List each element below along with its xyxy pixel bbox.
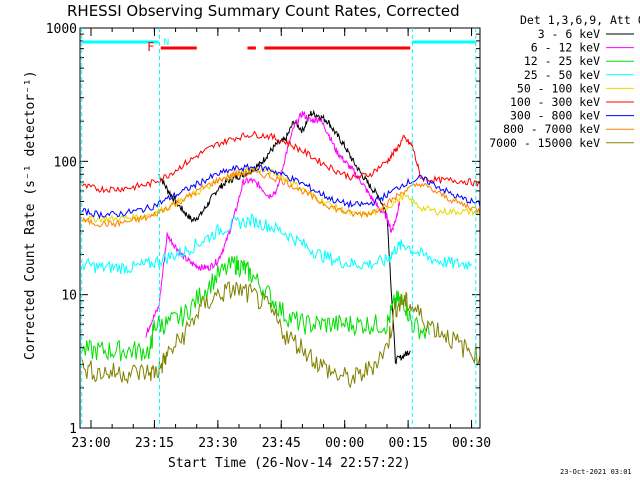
series-line-4 [82, 212, 472, 274]
legend-label: 100 - 300 keV [510, 95, 600, 109]
legend-label: 6 - 12 keV [531, 41, 600, 55]
legend-label: 12 - 25 keV [524, 54, 600, 68]
x-tick-label: 23:30 [198, 436, 237, 451]
chart-title: RHESSI Observing Summary Count Rates, Co… [67, 2, 460, 20]
axes: 23:00 23:15 23:30 23:45 00:00 00:15 00:30 1 10 10… [46, 22, 491, 451]
x-tick-label: 23:45 [262, 436, 301, 451]
series-line-8 [82, 168, 480, 228]
legend-label: 800 - 7000 keV [503, 122, 600, 136]
series-line-1 [158, 109, 411, 365]
x-tick-label: 00:30 [452, 436, 491, 451]
y-tick-label: 10 [61, 289, 77, 304]
series-line-9 [82, 281, 480, 389]
legend-label: 7000 - 15000 keV [489, 136, 600, 150]
plot-frame [79, 27, 481, 429]
x-tick-label: 00:00 [325, 436, 364, 451]
x-tick-label: 23:00 [71, 436, 110, 451]
legend-header: Det 1,3,6,9, Att 0 [520, 13, 640, 27]
flag-label-n: N [164, 38, 169, 48]
legend-label: 3 - 6 keV [538, 27, 600, 41]
series-line-3 [82, 255, 430, 362]
series-line-6 [82, 130, 480, 194]
footer-timestamp: 23-Oct-2021 03:01 [560, 468, 632, 476]
y-tick-label: 1 [69, 422, 77, 437]
series-line-7 [82, 163, 480, 220]
y-tick-label: 1000 [46, 22, 77, 37]
plot-area [82, 109, 480, 389]
series-line-2 [145, 110, 401, 338]
legend-label: 300 - 800 keV [510, 109, 600, 123]
y-axis-label: Corrected Count Rate (s⁻¹ detector⁻¹) [23, 70, 38, 360]
x-tick-label: 23:15 [135, 436, 174, 451]
x-axis-label: Start Time (26-Nov-14 22:57:22) [168, 456, 411, 471]
x-tick-label: 00:15 [389, 436, 428, 451]
flag-label-f: F [147, 40, 154, 54]
y-tick-label: 100 [54, 155, 77, 170]
legend-label: 50 - 100 keV [517, 81, 600, 95]
series-line-5 [82, 165, 480, 224]
legend-label: 25 - 50 keV [524, 68, 600, 82]
